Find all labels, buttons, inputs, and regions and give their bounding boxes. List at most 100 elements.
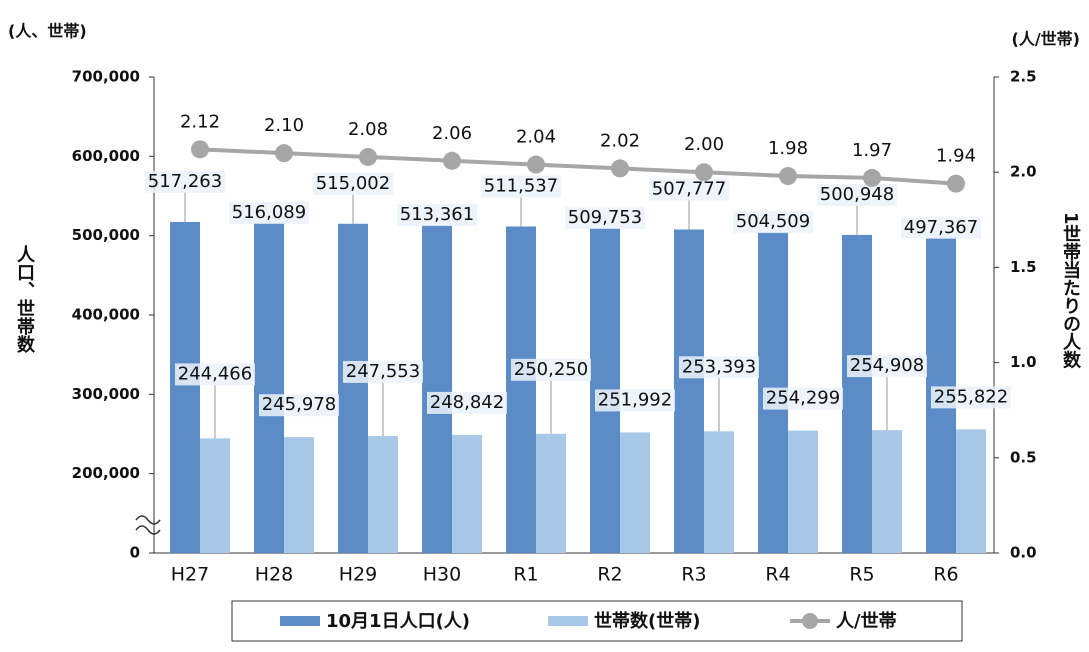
data-label: 251,992 <box>598 389 672 410</box>
y-axis-title: 人口、世帯数 <box>14 245 35 354</box>
x-tick-label: H27 <box>171 564 209 586</box>
bar <box>620 432 650 553</box>
x-tick-label: R1 <box>513 564 538 586</box>
data-label: 255,822 <box>934 386 1008 407</box>
data-label: 516,089 <box>232 202 306 223</box>
data-label: 515,002 <box>316 173 390 194</box>
bar <box>788 430 818 553</box>
label-bg <box>313 172 393 195</box>
data-label: 254,908 <box>850 355 924 376</box>
x-tick-label: R3 <box>681 564 706 586</box>
bar <box>536 433 566 553</box>
bar <box>284 437 314 553</box>
data-label: 247,553 <box>346 361 420 382</box>
data-label: 2.06 <box>432 123 472 144</box>
legend-label: 世帯数(世帯) <box>594 610 700 632</box>
y-tick-label: 200,000 <box>72 464 140 482</box>
y-tick-label: 500,000 <box>72 226 140 244</box>
label-bg <box>175 363 255 386</box>
bar <box>200 438 230 553</box>
label-bg <box>481 175 561 198</box>
line-point <box>527 155 545 174</box>
bar <box>956 429 986 553</box>
y2-tick-label: 0.0 <box>1010 544 1037 562</box>
line-point <box>947 174 965 193</box>
y-tick-label: 0 <box>130 544 140 562</box>
data-label: 2.00 <box>684 134 724 155</box>
bar <box>704 431 734 553</box>
legend-label: 10月1日人口(人) <box>326 611 470 632</box>
line-point <box>779 167 797 186</box>
line <box>199 147 957 186</box>
y-tick-label: 300,000 <box>72 385 140 403</box>
data-label: 2.08 <box>348 119 388 140</box>
y2-tick-label: 1.0 <box>1010 353 1037 371</box>
x-tick-label: R6 <box>933 564 958 586</box>
legend-box <box>231 600 963 642</box>
data-label: 509,753 <box>568 207 642 228</box>
data-label: 254,299 <box>766 388 840 409</box>
line-point <box>275 144 293 163</box>
y-tick-label: 400,000 <box>72 306 140 324</box>
label-bg <box>229 201 309 224</box>
data-label: 1.97 <box>852 140 892 161</box>
data-label: 245,978 <box>262 394 336 415</box>
right-unit: (人/世帯) <box>1012 30 1080 49</box>
bar <box>872 430 902 553</box>
label-bg <box>901 216 981 239</box>
legend-swatch <box>548 616 588 626</box>
data-label: 2.02 <box>600 130 640 151</box>
bar <box>170 221 200 553</box>
line-point <box>695 163 713 182</box>
label-bg <box>763 387 843 410</box>
data-label: 244,466 <box>178 363 252 384</box>
y-tick-label: 700,000 <box>72 68 140 86</box>
data-label: 2.10 <box>264 115 304 136</box>
label-bg <box>847 355 927 378</box>
bar <box>254 222 284 554</box>
y2-tick-label: 1.5 <box>1010 258 1037 276</box>
bar <box>842 234 872 553</box>
legend-label: 人/世帯 <box>836 610 897 632</box>
label-bg <box>733 211 813 234</box>
line-point <box>443 151 461 170</box>
line-point <box>611 159 629 178</box>
label-bg <box>259 394 339 417</box>
x-tick-label: H28 <box>255 564 293 586</box>
data-label: 504,509 <box>736 211 810 232</box>
bar <box>452 434 482 553</box>
y2-tick-label: 0.5 <box>1010 448 1037 466</box>
label-bg <box>595 389 675 412</box>
bar <box>422 225 452 553</box>
label-bg <box>397 204 477 227</box>
data-label: 500,948 <box>820 184 894 205</box>
data-label: 511,537 <box>484 176 558 197</box>
y2-axis-title: 1世帯当たりの人数 <box>1060 212 1081 369</box>
legend-swatch <box>280 616 320 626</box>
bar <box>506 226 536 553</box>
data-label: 2.12 <box>180 111 220 132</box>
x-tick-label: H29 <box>339 564 377 586</box>
data-label: 1.98 <box>768 138 808 159</box>
data-label: 248,842 <box>430 392 504 413</box>
bar <box>338 223 368 553</box>
label-bg <box>649 178 729 201</box>
left-unit: (人、世帯) <box>8 22 87 41</box>
label-bg <box>343 360 423 383</box>
bar <box>674 229 704 553</box>
label-bg <box>511 358 591 381</box>
y-tick-label: 600,000 <box>72 147 140 165</box>
data-label: 1.94 <box>936 146 976 167</box>
x-tick-label: H30 <box>423 564 461 586</box>
data-label: 513,361 <box>400 204 474 225</box>
label-bg <box>565 206 645 229</box>
line-point <box>359 147 377 166</box>
label-bg <box>679 356 759 379</box>
line-point <box>191 140 209 159</box>
data-label: 250,250 <box>514 359 588 380</box>
legend-swatch <box>802 613 818 629</box>
x-tick-label: R4 <box>765 564 790 586</box>
data-label: 253,393 <box>682 356 756 377</box>
label-bg <box>427 391 507 414</box>
